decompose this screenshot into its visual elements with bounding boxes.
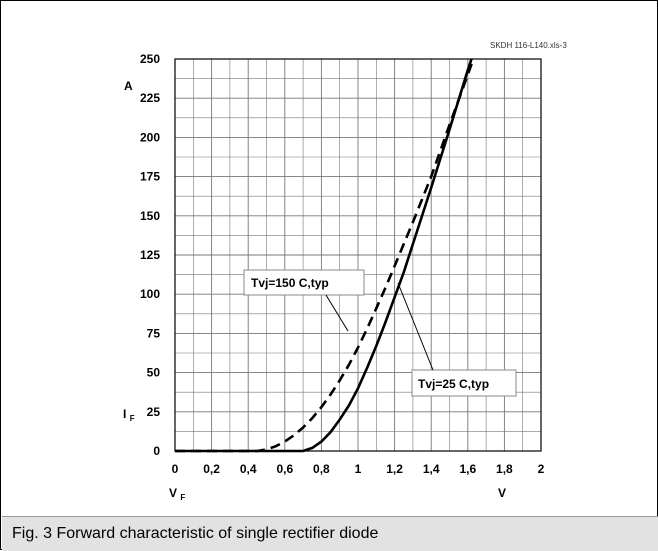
label-box-25 <box>411 369 517 397</box>
series-line-tvj-150 <box>175 58 475 453</box>
x-unit-label: V <box>498 486 506 500</box>
x-tick-label: 1,2 <box>386 462 403 476</box>
x-tick-label: 2 <box>538 462 545 476</box>
x-axis-symbol: V F <box>169 486 185 502</box>
source-tag: SKDH 116-L140.xls-3 <box>490 41 567 50</box>
figure-caption: Fig. 3 Forward characteristic of single … <box>12 525 379 542</box>
x-tick-label: 1,6 <box>459 462 476 476</box>
y-axis-symbol-main: I <box>123 407 126 421</box>
x-tick-label: 0,2 <box>203 462 220 476</box>
y-tick-label: 100 <box>140 287 160 301</box>
x-tick-label: 0,4 <box>240 462 257 476</box>
plot-border <box>174 58 542 452</box>
label-tvj-150: Tvj=150 C,typ <box>251 276 329 290</box>
y-tick-label: 200 <box>140 130 160 144</box>
forward-characteristic-chart: 0 0,2 0,4 0,6 0,8 1 1,2 1,4 1,6 1,8 2 0 25 50 75 100 125… <box>123 41 567 502</box>
y-tick-label: 75 <box>147 326 161 340</box>
label-box-150 <box>243 269 365 296</box>
y-axis-symbol: I F <box>123 407 135 423</box>
y-unit-label: A <box>124 79 133 93</box>
x-tick-label: 1 <box>355 462 362 476</box>
x-tick-label: 1,8 <box>496 462 513 476</box>
x-tick-label: 1,4 <box>423 462 440 476</box>
label-tvj-25: Tvj=25 C,typ <box>418 377 489 391</box>
caption-bar: Fig. 3 Forward characteristic of single … <box>2 516 658 551</box>
x-tick-label: 0 <box>172 462 179 476</box>
y-tick-label: 0 <box>153 444 160 458</box>
y-tick-label: 225 <box>140 91 160 105</box>
y-tick-label: 125 <box>140 248 160 262</box>
y-tick-label: 50 <box>147 366 161 380</box>
leader-150 <box>325 294 349 332</box>
y-tick-label: 175 <box>140 170 160 184</box>
leader-25 <box>397 282 434 371</box>
y-tick-label: 25 <box>147 405 161 419</box>
y-tick-label: 250 <box>140 52 160 66</box>
y-tick-label: 150 <box>140 209 160 223</box>
x-axis-symbol-sub: F <box>180 493 185 502</box>
y-axis-symbol-sub: F <box>130 414 135 423</box>
x-axis-symbol-main: V <box>169 486 177 500</box>
x-tick-label: 0,6 <box>276 462 293 476</box>
x-tick-label: 0,8 <box>313 462 330 476</box>
series-line-tvj-25 <box>175 58 473 453</box>
